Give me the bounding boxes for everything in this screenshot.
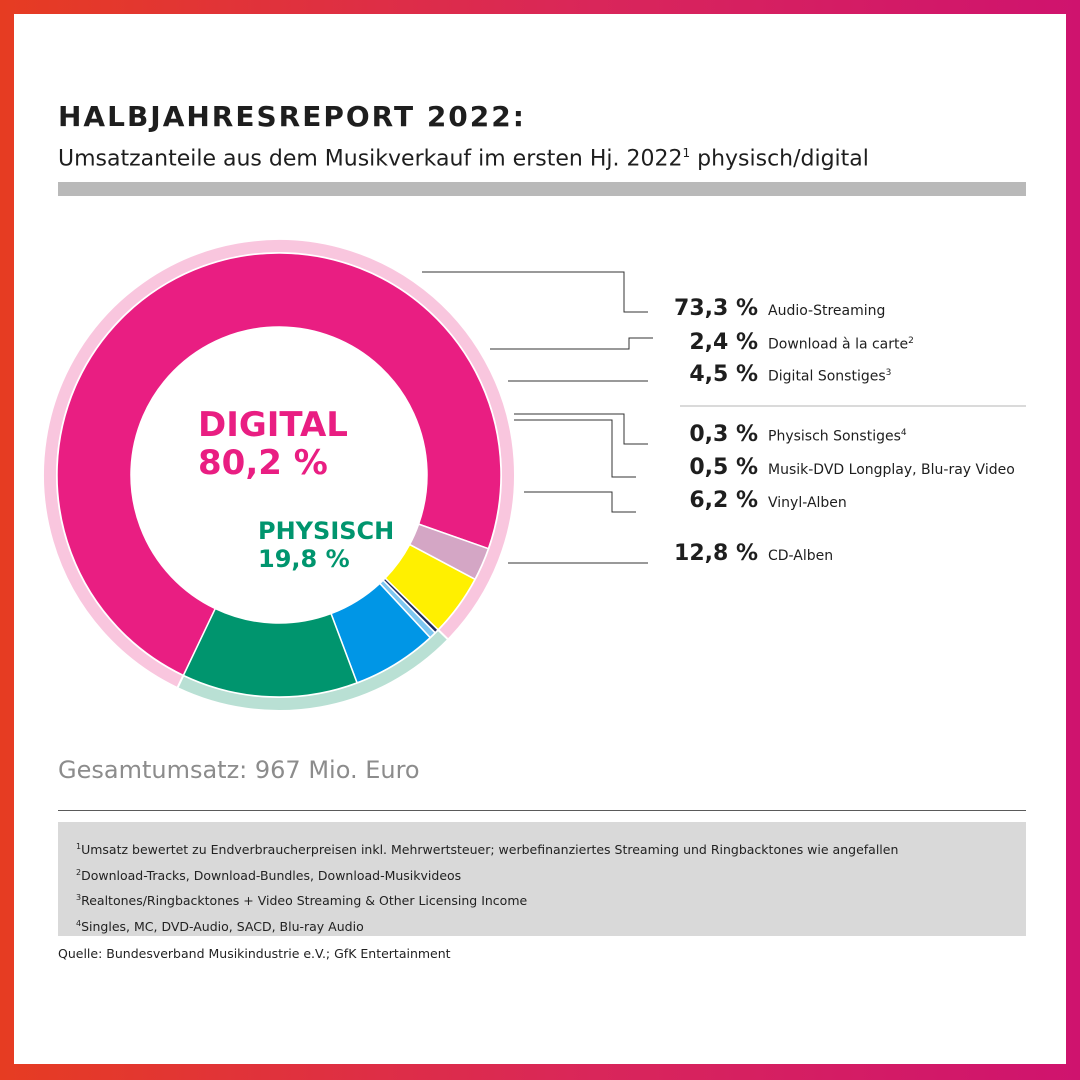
total-revenue: Gesamtumsatz: 967 Mio. Euro — [58, 756, 420, 784]
footnote-text: Singles, MC, DVD-Audio, SACD, Blu-ray Au… — [81, 919, 364, 935]
footnotes-box: 1Umsatz bewertet zu Endverbraucherpreise… — [58, 822, 1026, 936]
chart-subtitle: Umsatzanteile aus dem Musikverkauf im er… — [58, 146, 869, 171]
footnote-mark: 3 — [76, 893, 82, 903]
physisch-group-name: PHYSISCH — [258, 517, 394, 545]
footnote-3: 3Realtones/Ringbacktones + Video Streami… — [76, 887, 1010, 913]
footnote-divider — [58, 810, 1026, 811]
slice-category: Musik-DVD Longplay, Blu-ray Video — [768, 462, 1015, 478]
footnote-mark: 1 — [76, 842, 82, 851]
chart-title: HALBJAHRESREPORT 2022: — [58, 100, 526, 133]
slice-footnote-mark: 4 — [900, 428, 907, 439]
slice-value: 0,5 % — [689, 455, 758, 480]
footnote-text: Umsatz bewertet zu Endverbraucherpreisen… — [81, 842, 899, 858]
slice-value: 0,3 % — [689, 422, 758, 447]
leader-line — [490, 337, 653, 350]
footnote-mark: 4 — [76, 918, 82, 928]
slice-category: Audio-Streaming — [768, 303, 886, 319]
slice-category: Download à la carte2 — [768, 336, 914, 353]
slice-value: 6,2 % — [689, 488, 758, 513]
slice-category: CD-Alben — [768, 548, 834, 564]
slice-label: 0,3 % Physisch Sonstiges4 — [638, 422, 907, 452]
footnote-text: Download-Tracks, Download-Bundles, Downl… — [81, 867, 462, 883]
slice-label: 4,5 % Digital Sonstiges3 — [638, 362, 891, 392]
footnote-1: 1Umsatz bewertet zu Endverbraucherpreise… — [76, 836, 1010, 862]
footnote-mark: 2 — [76, 867, 82, 877]
slice-value: 4,5 % — [689, 362, 758, 387]
slice-label: 2,4 % Download à la carte2 — [638, 330, 914, 360]
slice-value: 73,3 % — [674, 296, 758, 321]
footnote-text: Realtones/Ringbacktones + Video Streamin… — [81, 893, 528, 909]
digital-group-value: 80,2 % — [198, 443, 328, 483]
infographic-card: HALBJAHRESREPORT 2022: Umsatzanteile aus… — [14, 14, 1066, 1064]
slice-audio-streaming — [56, 252, 502, 677]
slice-value: 2,4 % — [689, 330, 758, 355]
subtitle-suffix: physisch/digital — [690, 146, 869, 172]
footnote-2: 2Download-Tracks, Download-Bundles, Down… — [76, 862, 1010, 888]
title-divider-bar — [58, 182, 1026, 196]
slice-value: 12,8 % — [674, 541, 758, 566]
digital-group-name: DIGITAL — [198, 405, 348, 445]
slice-category: Digital Sonstiges3 — [768, 368, 892, 385]
leader-line — [514, 419, 636, 478]
leader-line — [422, 271, 648, 313]
slice-cd-alben — [182, 607, 359, 698]
subtitle-text: Umsatzanteile aus dem Musikverkauf im er… — [58, 146, 683, 172]
slice-category: Physisch Sonstiges4 — [768, 428, 907, 445]
leader-line — [524, 491, 636, 513]
slice-label: 73,3 % Audio-Streaming — [638, 296, 885, 326]
slice-label: 12,8 % CD-Alben — [638, 541, 833, 571]
slice-footnote-mark: 2 — [908, 336, 914, 347]
slice-footnote-mark: 3 — [885, 368, 892, 379]
slice-label: 0,5 % Musik-DVD Longplay, Blu-ray Video — [638, 455, 1015, 485]
physisch-group-value: 19,8 % — [258, 545, 350, 573]
slice-label: 6,2 % Vinyl-Alben — [638, 488, 847, 518]
source-note: Quelle: Bundesverband Musikindustrie e.V… — [58, 946, 451, 961]
leader-line — [514, 413, 648, 445]
subtitle-footnote-mark: 1 — [682, 146, 691, 160]
slice-category: Vinyl-Alben — [768, 495, 847, 511]
footnote-4: 4Singles, MC, DVD-Audio, SACD, Blu-ray A… — [76, 913, 1010, 939]
